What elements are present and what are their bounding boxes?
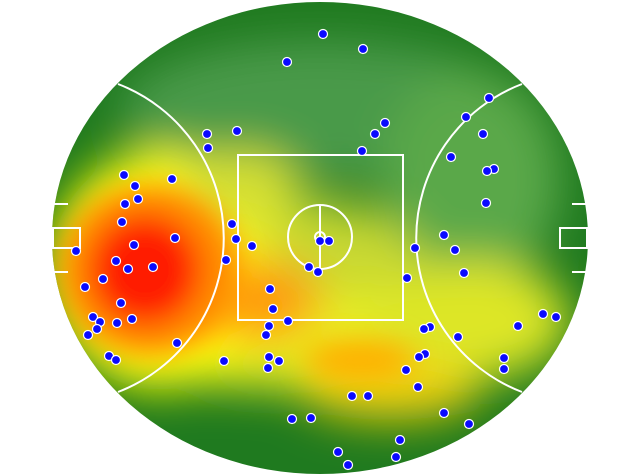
point: [452, 331, 464, 343]
point: [379, 117, 391, 129]
point: [369, 128, 381, 140]
points: [70, 28, 562, 471]
point: [110, 354, 122, 366]
point: [449, 244, 461, 256]
point: [323, 235, 335, 247]
point: [230, 233, 242, 245]
point: [87, 311, 99, 323]
point: [166, 173, 178, 185]
point: [201, 128, 213, 140]
point: [116, 216, 128, 228]
point: [498, 352, 510, 364]
point: [480, 197, 492, 209]
point: [286, 413, 298, 425]
point: [342, 459, 354, 471]
point: [260, 329, 272, 341]
point: [118, 169, 130, 181]
point: [438, 229, 450, 241]
point: [147, 261, 159, 273]
point: [356, 145, 368, 157]
point: [537, 308, 549, 320]
point: [332, 446, 344, 458]
point: [97, 273, 109, 285]
point: [202, 142, 214, 154]
point: [91, 323, 103, 335]
point: [458, 267, 470, 279]
point: [400, 364, 412, 376]
point: [132, 193, 144, 205]
point: [129, 180, 141, 192]
point: [317, 28, 329, 40]
point: [498, 363, 510, 375]
point: [438, 407, 450, 419]
point: [128, 239, 140, 251]
point: [262, 362, 274, 374]
point: [263, 320, 275, 332]
point: [267, 303, 279, 315]
point: [220, 254, 232, 266]
point: [413, 351, 425, 363]
point: [394, 434, 406, 446]
point: [445, 151, 457, 163]
point: [231, 125, 243, 137]
point: [418, 323, 430, 335]
point: [314, 235, 326, 247]
point: [82, 329, 94, 341]
point: [281, 56, 293, 68]
point: [169, 232, 181, 244]
point: [70, 245, 82, 257]
point: [412, 381, 424, 393]
point: [312, 266, 324, 278]
point: [226, 218, 238, 230]
point: [218, 355, 230, 367]
point: [303, 261, 315, 273]
point: [282, 315, 294, 327]
point: [362, 390, 374, 402]
point: [481, 165, 493, 177]
point: [512, 320, 524, 332]
point: [263, 351, 275, 363]
point: [357, 43, 369, 55]
point: [110, 255, 122, 267]
point: [477, 128, 489, 140]
point: [390, 451, 402, 463]
point: [483, 92, 495, 104]
point: [273, 355, 285, 367]
point: [550, 311, 562, 323]
point: [346, 390, 358, 402]
point: [463, 418, 475, 430]
point: [126, 313, 138, 325]
point: [246, 240, 258, 252]
point: [111, 317, 123, 329]
point: [460, 111, 472, 123]
point: [79, 281, 91, 293]
point: [171, 337, 183, 349]
point: [401, 272, 413, 284]
point: [115, 297, 127, 309]
point: [305, 412, 317, 424]
point: [409, 242, 421, 254]
point: [264, 283, 276, 295]
point: [119, 198, 131, 210]
point: [122, 263, 134, 275]
